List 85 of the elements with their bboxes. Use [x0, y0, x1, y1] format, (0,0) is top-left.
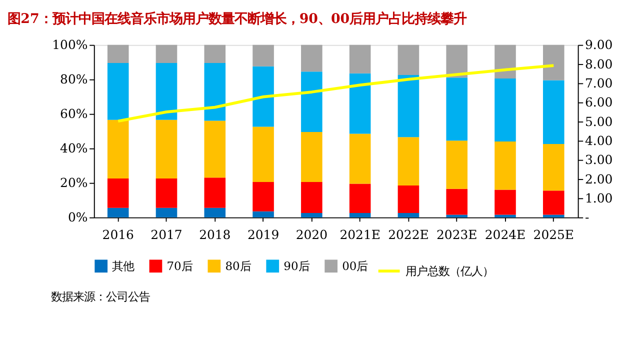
x-tick-label: 2016	[102, 226, 134, 242]
bar	[107, 120, 129, 179]
bar	[252, 66, 274, 127]
y2-tick-label: 8.00	[585, 56, 613, 72]
bar	[494, 190, 516, 215]
bar	[156, 62, 178, 120]
bar	[349, 184, 371, 214]
bar	[349, 134, 371, 184]
bar	[349, 73, 371, 134]
x-tick-label: 2018	[199, 226, 231, 242]
y-tick-label: 20%	[60, 175, 88, 190]
y-tick-label: 100%	[52, 37, 88, 52]
bar	[156, 208, 178, 218]
bar	[542, 44, 564, 80]
y2-tick-label: 5.00	[585, 114, 613, 129]
bar	[252, 44, 274, 66]
y2-tick-label: 6.00	[585, 94, 613, 110]
source-note: 数据来源：公司公告	[50, 290, 150, 304]
bar	[107, 62, 129, 120]
bar	[349, 44, 371, 74]
bar	[156, 44, 178, 63]
legend-label: 用户总数（亿人）	[405, 264, 494, 278]
y2-tick-label: 2.00	[585, 171, 613, 186]
x-tick-label: 2017	[150, 226, 182, 242]
bar	[252, 182, 274, 212]
bar	[494, 141, 516, 190]
legend-label: 00后	[342, 258, 368, 273]
bar	[446, 44, 468, 78]
chart-title: 图27：预计中国在线音乐市场用户数量不断增长，90、00后用户占比持续攀升	[8, 10, 467, 27]
bar	[107, 208, 129, 218]
legend-label: 70后	[166, 258, 192, 273]
bar	[204, 178, 226, 208]
bar	[446, 78, 468, 141]
bar	[542, 214, 564, 218]
bar	[204, 62, 226, 121]
bar	[446, 140, 468, 189]
bar	[446, 188, 468, 215]
bar	[204, 44, 226, 63]
bar	[204, 208, 226, 218]
y2-tick-label: 9.00	[585, 37, 613, 52]
bar	[107, 178, 129, 208]
bar	[301, 72, 322, 132]
x-tick-label: 2019	[247, 226, 280, 242]
x-tick-label: 2022E	[388, 226, 429, 242]
x-tick-label: 2023E	[436, 226, 478, 242]
y-tick-label: 40%	[60, 140, 88, 156]
y2-tick-label: 3.00	[585, 152, 613, 168]
bar	[252, 126, 274, 182]
bar	[107, 44, 129, 63]
legend-label: 90后	[284, 258, 310, 273]
bar	[349, 213, 371, 218]
bar	[542, 144, 564, 191]
bar	[301, 132, 322, 182]
bar	[494, 44, 516, 78]
bar	[398, 75, 420, 138]
bar	[252, 211, 274, 218]
y2-tick-label: -	[585, 210, 590, 225]
bar	[398, 137, 420, 186]
y-tick-label: 60%	[60, 106, 88, 122]
bar	[542, 190, 564, 215]
y-tick-label: 0%	[68, 210, 88, 225]
bar	[542, 80, 564, 144]
bar	[301, 44, 322, 72]
x-tick-label: 2020	[296, 226, 328, 242]
x-tick-label: 2024E	[484, 226, 526, 242]
bar	[398, 185, 420, 214]
bar	[156, 178, 178, 208]
legend-label: 80后	[225, 258, 251, 273]
bar	[301, 182, 322, 214]
bar	[398, 213, 420, 218]
y2-tick-label: 4.00	[585, 133, 613, 148]
bar	[494, 214, 516, 218]
x-tick-label: 2025E	[533, 226, 574, 242]
y2-tick-label: 7.00	[585, 76, 613, 91]
bar	[446, 214, 468, 218]
bar	[156, 120, 178, 179]
legend-label: 其他	[112, 258, 134, 273]
bar	[398, 44, 420, 76]
bar	[301, 213, 322, 218]
bar	[204, 120, 226, 178]
bar	[494, 78, 516, 142]
line-series	[116, 64, 556, 123]
y2-tick-label: 1.00	[585, 190, 613, 206]
x-tick-label: 2021E	[340, 226, 380, 242]
y-tick-label: 80%	[60, 72, 88, 87]
